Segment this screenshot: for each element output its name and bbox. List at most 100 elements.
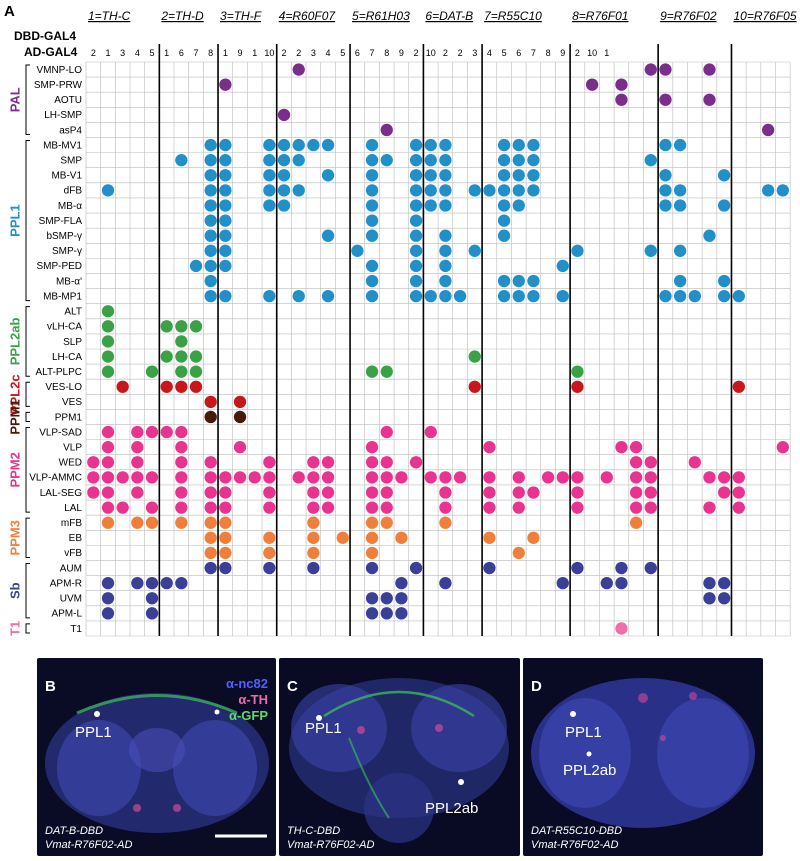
expression-dot [365, 184, 379, 197]
expression-dot [204, 561, 217, 575]
expression-dot [307, 501, 320, 514]
expression-dot [409, 456, 423, 469]
expression-dot [292, 471, 305, 484]
expression-dot [776, 441, 789, 454]
expression-dot [116, 471, 129, 484]
ad-gal4-label: AD-GAL4 [24, 45, 78, 59]
matrix-grid [85, 44, 791, 637]
expression-dot [424, 471, 437, 484]
expression-dot [703, 501, 716, 514]
expression-dot [703, 93, 716, 106]
expression-dot [571, 244, 584, 257]
expression-dot [497, 184, 511, 197]
expression-dot [717, 274, 731, 288]
row-label: EB [69, 533, 83, 544]
ad-number: 1 [252, 48, 257, 58]
expression-dot [160, 576, 173, 590]
expression-dot [365, 607, 379, 620]
expression-dot [527, 486, 540, 499]
expression-dot [365, 138, 379, 152]
expression-dot [732, 471, 745, 484]
group-bracket [25, 517, 30, 558]
expression-dot [644, 501, 657, 514]
expression-dot [615, 622, 628, 635]
expression-dot [497, 214, 511, 227]
expression-dot [497, 289, 511, 303]
expression-dot [277, 184, 291, 197]
expression-dot [409, 259, 423, 273]
expression-dot [512, 471, 525, 484]
dbd-line-header: 9=R76F02 [660, 9, 717, 23]
row-label: MB-MP1 [43, 291, 82, 302]
expression-dot [365, 229, 379, 242]
dbd-line-header: 4=R60F07 [279, 9, 337, 23]
expression-dot [365, 592, 379, 605]
expression-dot [380, 501, 393, 514]
expression-dot [204, 244, 217, 257]
expression-dot [277, 138, 291, 152]
group-label: PAL [7, 87, 22, 112]
row-label: LAL [64, 503, 82, 514]
dbd-line-headers: 1=TH-C 2=TH-D 3=TH-F 4=R60F07 5=R61H03 6=DAT-… [88, 9, 797, 23]
expression-dot [321, 471, 335, 484]
label-ppl1: PPL1 [305, 720, 342, 737]
expression-dot [629, 501, 643, 514]
expression-dot [732, 289, 745, 303]
brain-image-d [523, 658, 763, 856]
expression-dot [263, 456, 276, 469]
expression-dot [145, 425, 159, 439]
group-label: PPL2c [7, 374, 22, 414]
expression-dot [527, 169, 540, 182]
dbd-line-header: 10=R76F05 [733, 9, 796, 23]
row-label: MB-MV1 [43, 140, 82, 151]
expression-dot [321, 229, 335, 242]
expression-dot [483, 501, 496, 514]
expression-dot [87, 486, 100, 499]
row-label: T1 [70, 624, 82, 635]
expression-dot [703, 63, 716, 76]
expression-dot [263, 531, 276, 544]
expression-dot [527, 289, 540, 303]
expression-dot [629, 441, 643, 454]
expression-dot [453, 289, 467, 303]
dbd-line-header: 5=R61H03 [352, 9, 410, 23]
expression-dot [512, 169, 525, 182]
expression-dot [395, 531, 408, 544]
expression-dot [395, 592, 408, 605]
expression-dot [761, 184, 775, 197]
expression-dot [409, 214, 423, 227]
expression-dot [409, 138, 423, 152]
ad-number-row: 2 1 3 4 5 1 6 7 8 1 9 1 10 2 2 3 4 5 6 7 8 9 2 10 2 2 3 4 5 6 7 8 9 2 10 1 [91, 48, 609, 58]
group-label: T1 [7, 621, 22, 636]
ad-number: 5 [340, 48, 345, 58]
row-label: VES-LO [45, 382, 82, 393]
expression-dot [424, 154, 437, 167]
expression-dot [101, 335, 115, 348]
expression-dot [556, 471, 569, 484]
expression-dot [556, 289, 569, 303]
expression-dot [219, 501, 232, 514]
group-bracket [25, 64, 30, 136]
panel-letter-a: A [4, 3, 15, 20]
expression-dot [439, 244, 452, 257]
expression-dot [219, 546, 232, 560]
row-label: ALT [64, 307, 82, 318]
expression-dot [175, 380, 188, 393]
ad-number: 3 [472, 48, 477, 58]
expression-dot [145, 471, 159, 484]
expression-dot [87, 456, 100, 469]
expression-dot [336, 531, 349, 544]
expression-dot [409, 244, 423, 257]
expression-dot [219, 289, 232, 303]
expression-dot [189, 350, 203, 363]
expression-dot [659, 63, 672, 76]
expression-dot [365, 259, 379, 273]
panel-letter-c: C [287, 678, 298, 695]
ad-number: 6 [355, 48, 360, 58]
expression-dot [439, 516, 452, 529]
dot-matrix-figure: A DBD-GAL4 AD-GAL4 1=TH-C 2=TH-D 3=TH-F 4=R… [4, 3, 797, 637]
expression-dot [175, 516, 188, 529]
expression-dot [263, 501, 276, 514]
expression-dot [541, 471, 555, 484]
expression-dot [365, 214, 379, 227]
